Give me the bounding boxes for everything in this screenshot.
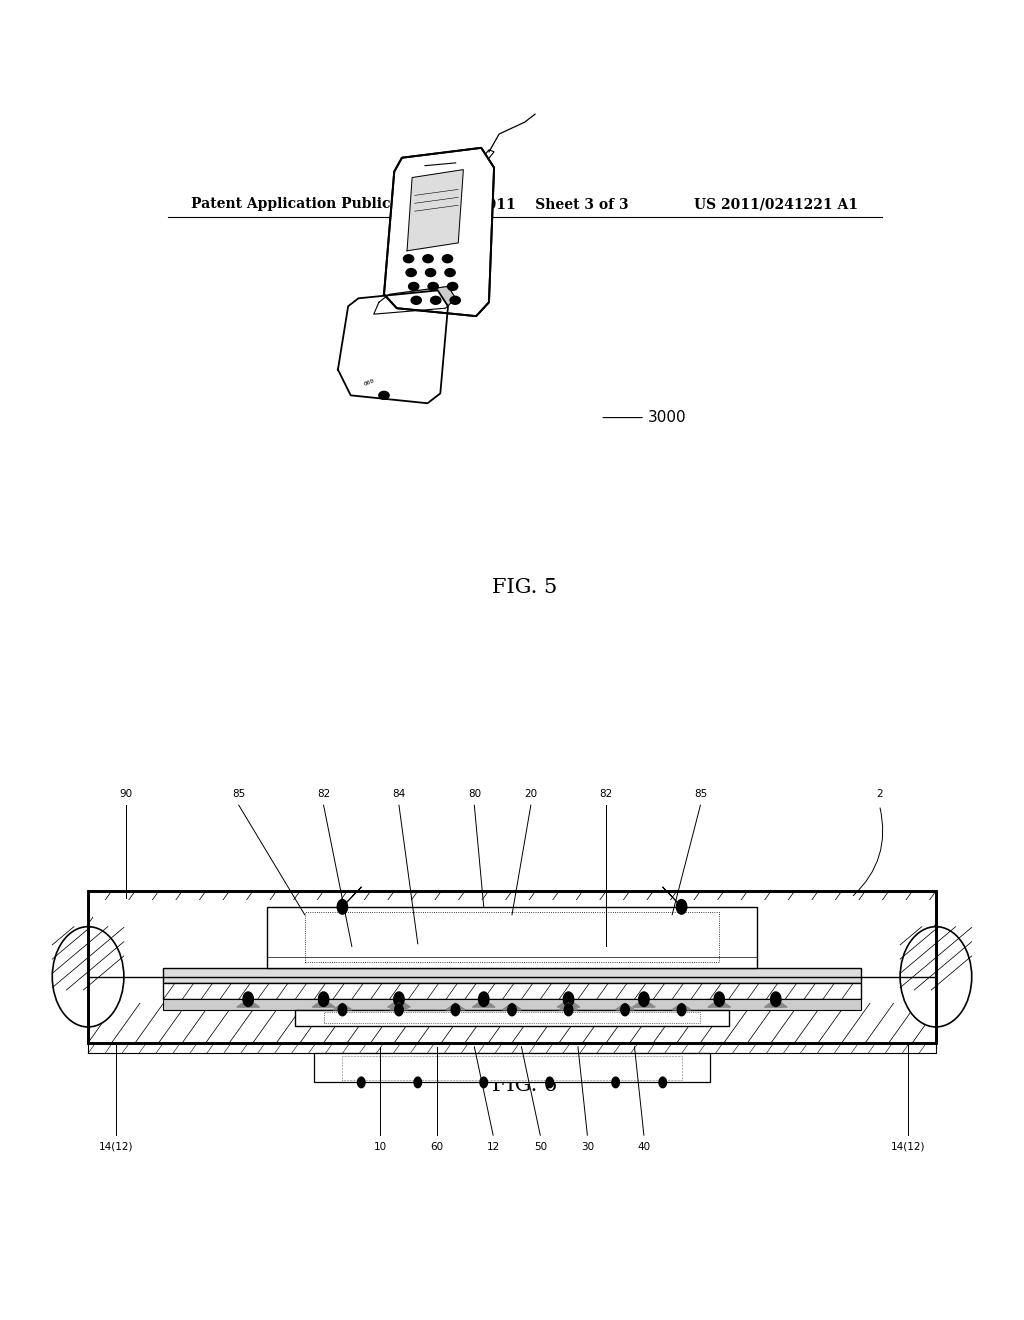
Bar	[93, 900, 931, 1003]
Circle shape	[423, 255, 433, 263]
Text: 12: 12	[486, 1142, 500, 1152]
Text: 90: 90	[119, 788, 132, 799]
Text: 84: 84	[392, 788, 406, 799]
Text: 40: 40	[637, 1142, 650, 1152]
Circle shape	[394, 1003, 403, 1016]
Polygon shape	[312, 999, 335, 1007]
Circle shape	[659, 1077, 667, 1088]
Circle shape	[394, 993, 404, 1006]
Text: 20: 20	[524, 788, 538, 799]
Bar	[88, 891, 936, 1043]
Circle shape	[411, 297, 422, 305]
Text: 82: 82	[600, 788, 612, 799]
Circle shape	[621, 1003, 630, 1016]
Polygon shape	[237, 999, 259, 1007]
Bar	[164, 968, 860, 983]
Circle shape	[451, 297, 461, 305]
Circle shape	[406, 268, 416, 277]
Polygon shape	[615, 1003, 635, 1010]
Text: 60: 60	[430, 1142, 443, 1152]
Polygon shape	[338, 290, 449, 404]
Bar	[295, 1010, 729, 1026]
Polygon shape	[672, 1003, 691, 1010]
Text: 30: 30	[581, 1142, 594, 1152]
Circle shape	[430, 297, 440, 305]
Text: 82: 82	[317, 788, 330, 799]
Bar	[88, 891, 936, 1043]
Text: FIG. 6: FIG. 6	[493, 1076, 557, 1094]
Circle shape	[426, 268, 436, 277]
Circle shape	[318, 993, 329, 1006]
Circle shape	[414, 1077, 422, 1088]
Text: US 2011/0241221 A1: US 2011/0241221 A1	[694, 197, 858, 211]
Circle shape	[442, 255, 453, 263]
Polygon shape	[333, 1003, 352, 1010]
Polygon shape	[765, 999, 787, 1007]
Circle shape	[639, 993, 649, 1006]
Text: 14(12): 14(12)	[891, 1142, 925, 1152]
Text: 14(12): 14(12)	[99, 1142, 133, 1152]
Circle shape	[612, 1077, 620, 1088]
Polygon shape	[374, 286, 456, 314]
Polygon shape	[389, 1003, 409, 1010]
Polygon shape	[388, 999, 411, 1007]
Polygon shape	[557, 999, 580, 1007]
Polygon shape	[708, 999, 730, 1007]
Circle shape	[677, 1003, 686, 1016]
Text: 000: 000	[364, 378, 376, 387]
Circle shape	[900, 927, 972, 1027]
Circle shape	[52, 927, 124, 1027]
Circle shape	[409, 282, 419, 290]
Text: Patent Application Publication: Patent Application Publication	[191, 197, 431, 211]
Bar	[88, 1043, 936, 1053]
Bar	[164, 983, 860, 999]
Circle shape	[428, 282, 438, 290]
Polygon shape	[384, 148, 494, 317]
Circle shape	[480, 1077, 487, 1088]
Bar	[324, 1012, 700, 1023]
Bar	[342, 1056, 682, 1080]
Circle shape	[357, 1077, 365, 1088]
Circle shape	[379, 391, 389, 400]
Circle shape	[403, 255, 414, 263]
Polygon shape	[503, 1003, 521, 1010]
Bar	[88, 977, 936, 1043]
Circle shape	[677, 900, 687, 913]
Circle shape	[564, 1003, 572, 1016]
Text: 85: 85	[694, 788, 707, 799]
Polygon shape	[407, 169, 463, 251]
Circle shape	[338, 1003, 347, 1016]
Bar	[88, 891, 936, 977]
Circle shape	[337, 900, 347, 913]
Bar	[314, 1053, 710, 1082]
Text: Oct. 6, 2011    Sheet 3 of 3: Oct. 6, 2011 Sheet 3 of 3	[421, 197, 629, 211]
Polygon shape	[476, 149, 494, 168]
Circle shape	[478, 993, 488, 1006]
Text: 85: 85	[232, 788, 246, 799]
Circle shape	[447, 282, 458, 290]
Polygon shape	[559, 1003, 578, 1010]
Circle shape	[444, 268, 456, 277]
Circle shape	[452, 1003, 460, 1016]
Text: 80: 80	[468, 788, 481, 799]
Bar	[305, 912, 719, 962]
Circle shape	[243, 993, 253, 1006]
Text: FIG. 5: FIG. 5	[493, 578, 557, 597]
Polygon shape	[472, 999, 495, 1007]
Circle shape	[771, 993, 781, 1006]
Polygon shape	[633, 999, 655, 1007]
Text: 50: 50	[534, 1142, 547, 1152]
Text: 3000: 3000	[603, 411, 686, 425]
Circle shape	[563, 993, 573, 1006]
Circle shape	[714, 993, 724, 1006]
Circle shape	[546, 1077, 553, 1088]
Text: 10: 10	[374, 1142, 387, 1152]
Bar	[164, 999, 860, 1010]
Polygon shape	[446, 1003, 465, 1010]
Text: 2: 2	[877, 788, 883, 799]
Bar	[267, 907, 757, 968]
Circle shape	[508, 1003, 516, 1016]
